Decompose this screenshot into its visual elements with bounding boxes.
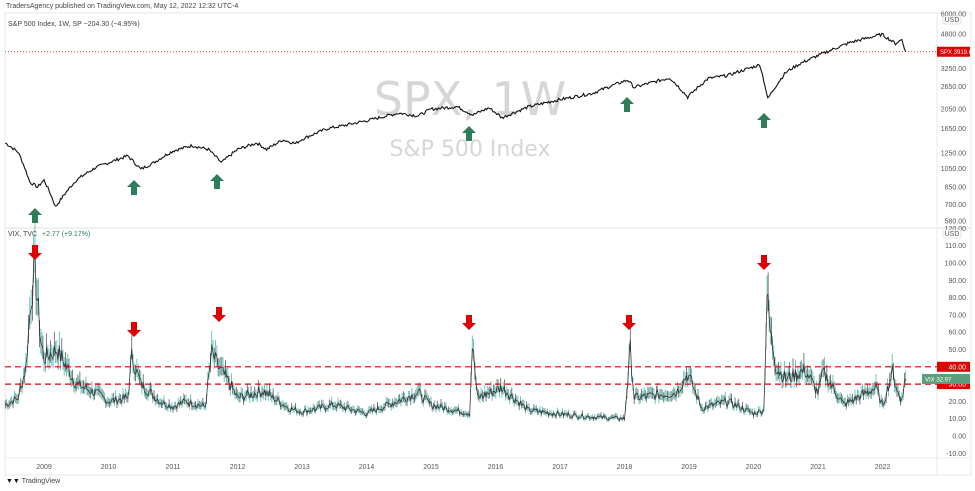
time-axis-tick: 2021 [810,464,826,471]
watermark-name: S&P 500 Index [390,137,551,162]
chart-frame [4,12,972,476]
vix-legend: VIX, TVC +2.77 (+9.17%) [8,231,90,238]
vix-legend-change: +2.77 (+9.17%) [42,231,91,238]
time-axis-tick: 2022 [875,464,891,471]
time-axis-tick: 2018 [617,464,633,471]
time-axis-tick: 2015 [423,464,439,471]
spx-axis-tick: 4800.00 [941,31,966,38]
vix-axis-tick: 90.00 [948,278,966,285]
watermark-symbol: SPX, 1W [374,72,566,126]
spx-currency-box [942,15,962,25]
red-down-arrow-icon [28,245,42,260]
vix-last-label: VIX 32.97 [925,377,952,383]
spx-axis-tick: 850.00 [945,185,967,192]
spx-legend: S&P 500 Index, 1W, SP −204.30 (−4.95%) [8,21,140,28]
vix-axis-tick: 0.00 [952,434,966,441]
publisher-caption: TradersAgency published on TradingView.c… [6,3,239,10]
time-axis-tick: 2011 [165,464,180,471]
vix-axis-tick: -10.00 [946,451,966,458]
level-label: 30.00 [948,382,966,389]
time-axis-tick: 2017 [552,464,568,471]
spx-axis-tick: 2650.00 [941,84,966,91]
time-axis-tick: 2010 [101,464,117,471]
tradingview-logo: ▼▼ [6,478,20,485]
vix-line [5,250,907,421]
spx-price-line [5,32,907,207]
spx-currency: USD [945,17,960,24]
spx-last-label: SPX 3919.05 [940,50,975,56]
vix-last-label-bg [922,373,970,384]
red-down-arrow-icon [462,315,476,330]
tradingview-footer[interactable]: ▼▼ TradingView [6,478,60,485]
red-down-arrow-icon [757,255,771,270]
spx-axis-tick: 3250.00 [941,66,966,73]
vix-axis-tick: 110.00 [945,243,966,250]
spx-axis-tick: 1650.00 [941,126,966,133]
green-up-arrow-icon [462,126,476,141]
spx-last-label-bg [937,46,970,57]
time-axis-tick: 2012 [230,464,246,471]
vix-legend-name: VIX, TVC [8,231,38,238]
level-label: 40.00 [948,364,966,371]
vix-currency: USD [945,231,960,238]
spx-axis-tick: 6000.00 [941,12,966,19]
time-axis-tick: 2020 [746,464,762,471]
green-up-arrow-icon [28,208,42,223]
vix-axis-tick: 120.00 [945,226,967,233]
spx-axis-tick: 1050.00 [941,166,966,173]
chart-border [4,12,972,476]
spx-axis-tick: 700.00 [945,202,967,209]
vix-axis-tick: 80.00 [948,295,966,302]
green-up-arrow-icon [757,113,771,128]
spx-axis-tick: 580.00 [945,219,967,226]
time-axis-tick: 2016 [488,464,504,471]
spx-axis-tick: 1250.00 [941,150,966,157]
vix-axis-tick: 100.00 [945,261,967,268]
vix-axis-tick: 10.00 [948,416,966,423]
red-down-arrow-icon [622,315,636,330]
time-axis-tick: 2009 [36,464,52,471]
red-down-arrow-icon [127,322,141,337]
level-label-bg [937,379,970,390]
vix-axis-tick: 60.00 [948,330,966,337]
green-up-arrow-icon [210,174,224,189]
green-up-arrow-icon [620,97,634,112]
red-down-arrow-icon [212,307,226,322]
tradingview-brand: TradingView [21,478,61,485]
time-axis-tick: 2014 [359,464,375,471]
time-axis-tick: 2019 [681,464,697,471]
vix-axis-tick: 20.00 [948,399,966,406]
vix-axis-tick: 70.00 [948,312,966,319]
vix-currency-box [942,229,962,239]
green-up-arrow-icon [127,180,141,195]
vix-axis-tick: 50.00 [948,347,966,354]
time-axis-tick: 2013 [294,464,310,471]
spx-axis-tick: 2050.00 [941,107,966,114]
level-label-bg [937,361,970,372]
